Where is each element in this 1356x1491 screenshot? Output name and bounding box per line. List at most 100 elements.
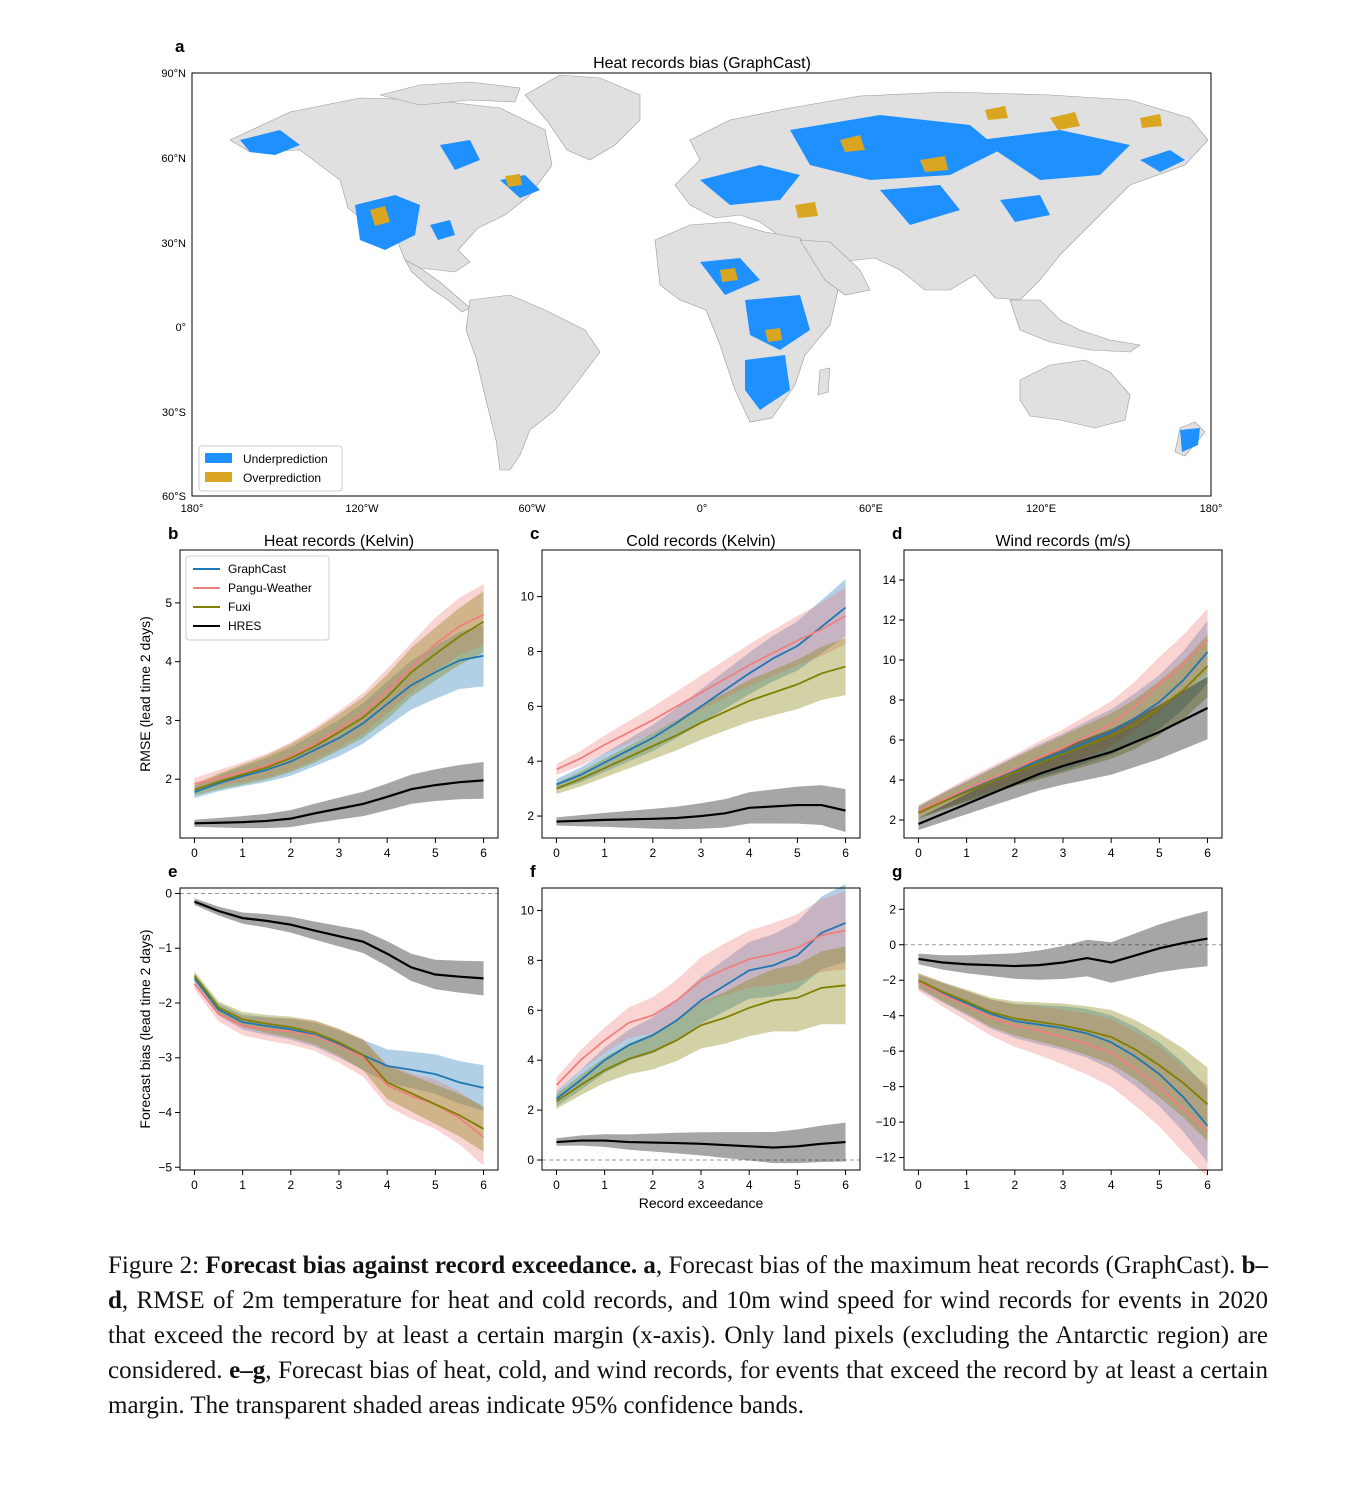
legend-label: Fuxi [228, 600, 251, 614]
map-legend: Underprediction Overprediction [198, 445, 343, 492]
panel-title: Cold records (Kelvin) [626, 533, 775, 550]
caption-label-eg: e–g [229, 1357, 266, 1384]
series-line-graphcast [193, 977, 484, 1089]
y-tick-label: −5 [158, 1160, 172, 1174]
series-line-fuxi [193, 975, 484, 1130]
y-tick-label: 6 [889, 733, 896, 747]
lat-label: 60°N [161, 153, 186, 165]
x-tick-label: 0 [915, 846, 922, 860]
lat-label: 0° [175, 322, 186, 334]
legend-label: GraphCast [228, 562, 287, 576]
caption-bold-title: Forecast bias against record exceedance. [205, 1252, 638, 1279]
confidence-band-graphcast [918, 974, 1208, 1163]
land-australia [1019, 359, 1131, 429]
x-tick-label: 4 [384, 1178, 391, 1192]
x-tick-label: 6 [1204, 1178, 1211, 1192]
x-tick-label: 1 [239, 846, 246, 860]
x-tick-label: 6 [480, 1178, 487, 1192]
y-tick-label: 2 [527, 1103, 534, 1117]
y-tick-label: 8 [889, 693, 896, 707]
x-tick-label: 4 [746, 1178, 753, 1192]
panel-g: g 0 1 2 3 4 5 6 2 0 −2 −4 −6 −8 −10 −12 [876, 862, 1223, 1192]
x-tick-label: 2 [649, 846, 656, 860]
confidence-band-fuxi [556, 946, 846, 1109]
panel-title: Wind records (m/s) [995, 533, 1130, 550]
land-arctic-islands [379, 81, 521, 106]
panel-letter: e [168, 862, 177, 881]
overprediction-patches [370, 106, 1162, 342]
series-legend: GraphCast Pangu-Weather Fuxi HRES [185, 555, 330, 641]
caption-text-a: , Forecast bias of the maximum heat reco… [655, 1252, 1242, 1279]
y-tick-label: 2 [165, 772, 172, 786]
y-tick-label: 6 [527, 1003, 534, 1017]
x-tick-label: 2 [287, 846, 294, 860]
confidence-band-fuxi [194, 971, 484, 1152]
y-tick-label: 10 [521, 590, 535, 604]
confidence-band-hres [194, 898, 484, 996]
x-tick-label: 3 [698, 1178, 705, 1192]
panel-title: Heat records (Kelvin) [264, 533, 414, 550]
confidence-band-fuxi [918, 973, 1208, 1142]
panel-letter: f [530, 862, 536, 881]
x-tick-label: 6 [1204, 846, 1211, 860]
map-panel: a Heat records bias (GraphCast) [161, 37, 1222, 515]
panel-b: b Heat records (Kelvin) 0 1 2 3 4 5 6 2 3 4 5 RMSE (l… [137, 524, 499, 860]
confidence-band-fuxi [194, 591, 484, 796]
y-tick-label: 6 [527, 699, 534, 713]
confidence-band-graphcast [556, 884, 846, 1107]
series-legend-box [185, 555, 330, 641]
y-tick-label: 10 [521, 903, 535, 917]
x-tick-label: 2 [649, 1178, 656, 1192]
map-lon-labels: 180° 120°W 60°W 0° 60°E 120°E 180° [181, 503, 1223, 515]
x-tick-label: 3 [336, 1178, 343, 1192]
y-tick-label: 0 [165, 886, 172, 900]
confidence-band-fuxi [918, 634, 1208, 819]
panel-letter-a: a [175, 37, 185, 56]
series-line-graphcast [194, 654, 484, 794]
y-tick-label: 4 [527, 754, 534, 768]
y-tick-label: 2 [889, 902, 896, 916]
x-tick-label: 5 [794, 1178, 801, 1192]
y-tick-label: −1 [158, 941, 172, 955]
x-tick-label: 3 [336, 846, 343, 860]
map-lat-labels: 90°N 60°N 30°N 0° 30°S 60°S [161, 68, 186, 503]
series-line-panguweather [556, 615, 846, 771]
y-tick-label: −12 [876, 1151, 897, 1165]
x-tick-label: 5 [432, 846, 439, 860]
y-tick-label: 8 [527, 953, 534, 967]
lon-label: 180° [1200, 503, 1223, 515]
y-tick-label: 2 [527, 809, 534, 823]
y-tick-label: 5 [165, 596, 172, 610]
x-tick-label: 0 [191, 1178, 198, 1192]
x-tick-label: 6 [842, 846, 849, 860]
series-line-hres [194, 900, 484, 980]
x-tick-label: 6 [480, 846, 487, 860]
x-tick-label: 0 [191, 846, 198, 860]
series-line-hres [194, 779, 484, 825]
lon-label: 120°E [1026, 503, 1056, 515]
lat-label: 30°N [161, 238, 186, 250]
series-line-fuxi [555, 984, 846, 1103]
series-line-fuxi [918, 979, 1209, 1106]
y-tick-label: −10 [876, 1115, 897, 1129]
y-tick-label: −4 [882, 1009, 896, 1023]
y-tick-label: 3 [165, 713, 172, 727]
x-tick-label: 5 [432, 1178, 439, 1192]
land-south-america [465, 294, 601, 471]
caption-label-a: a [637, 1252, 656, 1279]
confidence-band-panguweather [194, 584, 484, 790]
land-central-america [404, 259, 471, 313]
confidence-band-graphcast [556, 579, 846, 790]
x-tick-label: 1 [601, 1178, 608, 1192]
panel-e: e 0 1 2 3 4 5 6 0 −1 −2 −3 −4 −5 Forecast bias (lead t… [137, 862, 499, 1192]
y-tick-label: 14 [883, 573, 897, 587]
series-line-hres [918, 707, 1209, 826]
caption-text-bd: , RMSE of 2m temperature for heat and co… [108, 1287, 1268, 1384]
overprediction-swatch [205, 472, 232, 482]
map-legend-box [198, 445, 343, 492]
confidence-band-hres [194, 762, 484, 829]
series-line-graphcast [918, 651, 1209, 813]
land-north-america [229, 97, 553, 273]
confidence-band-fuxi [556, 638, 846, 795]
series-line-panguweather [918, 639, 1209, 812]
